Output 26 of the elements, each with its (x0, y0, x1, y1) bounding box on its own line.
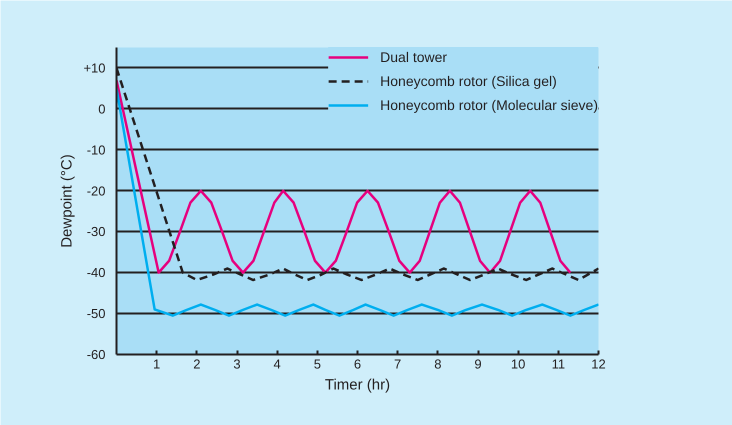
x-tick-label: 10 (510, 356, 526, 372)
x-tick-label: 11 (552, 356, 566, 372)
x-tick-label: 4 (274, 356, 281, 372)
x-tick-label: 1 (153, 356, 160, 372)
x-tick-label: 3 (233, 356, 241, 372)
y-tick-label: +10 (83, 60, 106, 76)
x-tick-label: 2 (193, 356, 200, 372)
x-tick-label: 8 (434, 356, 442, 372)
y-tick-label: -60 (86, 347, 106, 362)
legend-label: Honeycomb rotor (Molecular sieve) (380, 97, 598, 113)
y-tick-label: -40 (86, 265, 106, 280)
y-tick-label: -50 (86, 306, 106, 322)
x-tick-label: 6 (354, 356, 362, 372)
legend-label: Honeycomb rotor (Silica gel) (380, 73, 557, 89)
y-tick-label: -10 (86, 142, 106, 158)
x-tick-label: 5 (314, 356, 321, 372)
x-tick-label: 7 (394, 356, 402, 372)
x-tick-label: 9 (474, 356, 482, 372)
y-tick-label: -30 (86, 224, 106, 240)
x-tick-label: 12 (591, 356, 606, 372)
line-series (116, 87, 598, 317)
legend-label: Dual tower (380, 49, 448, 65)
x-axis-title: Timer (hr) (324, 376, 390, 394)
y-axis-title: Dewpoint (°C) (58, 154, 76, 248)
y-tick-label: -20 (86, 183, 106, 198)
y-tick-label: 0 (98, 101, 106, 116)
